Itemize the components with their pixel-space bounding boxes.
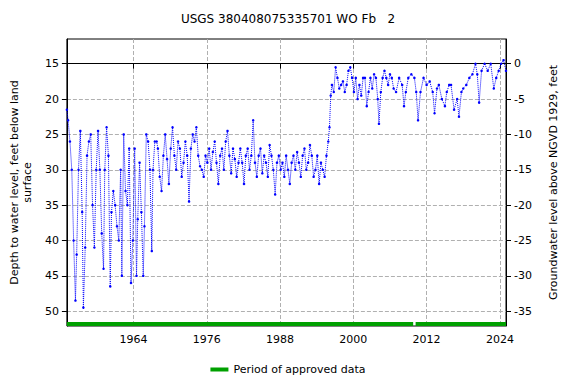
svg-text:35: 35 (45, 199, 59, 212)
svg-text:Groundwater level above NGVD 1: Groundwater level above NGVD 1929, feet (547, 64, 560, 300)
svg-text:1988: 1988 (266, 333, 294, 346)
svg-text:2000: 2000 (339, 333, 367, 346)
svg-text:-15: -15 (514, 163, 532, 176)
svg-text:20: 20 (45, 93, 59, 106)
svg-text:25: 25 (45, 128, 59, 141)
svg-text:50: 50 (45, 305, 59, 318)
svg-text:-20: -20 (514, 199, 532, 212)
svg-text:-25: -25 (514, 234, 532, 247)
svg-text:-10: -10 (514, 128, 532, 141)
svg-text:Period of approved data: Period of approved data (233, 363, 365, 376)
svg-text:USGS 380408075335701 WO Fb 2: USGS 380408075335701 WO Fb 2 (181, 12, 395, 26)
svg-text:1976: 1976 (193, 333, 221, 346)
svg-text:15: 15 (45, 57, 59, 70)
svg-text:30: 30 (45, 163, 59, 176)
svg-text:40: 40 (45, 234, 59, 247)
svg-text:1964: 1964 (119, 333, 147, 346)
svg-text:2024: 2024 (486, 333, 514, 346)
svg-text:-5: -5 (514, 93, 525, 106)
svg-text:2012: 2012 (413, 333, 441, 346)
svg-text:0: 0 (514, 57, 521, 70)
svg-text:Depth to water level, feet bel: Depth to water level, feet below land (8, 80, 21, 285)
svg-text:-30: -30 (514, 269, 532, 282)
svg-text:45: 45 (45, 269, 59, 282)
svg-text:-35: -35 (514, 305, 532, 318)
svg-text:surface: surface (21, 162, 34, 203)
